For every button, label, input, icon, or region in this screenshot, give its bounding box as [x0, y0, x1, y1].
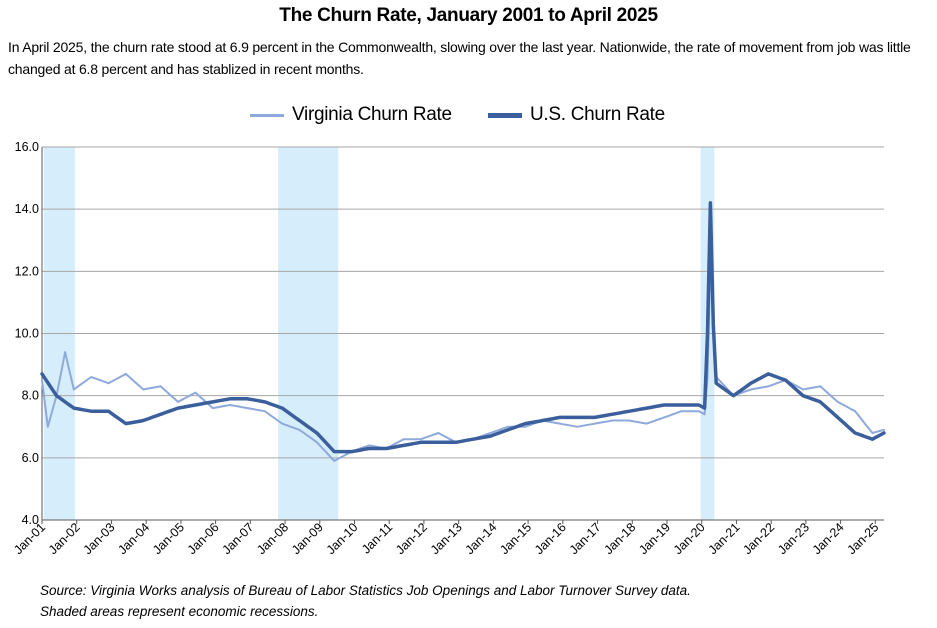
series-line-0 [41, 261, 885, 462]
x-tick-label-2: Jan-03 [81, 520, 118, 557]
chart-subtitle: In April 2025, the churn rate stood at 6… [8, 39, 911, 77]
x-tick-label-10: Jan-11 [359, 520, 395, 556]
x-tick-label-21: Jan-22 [740, 520, 777, 557]
chart-title: The Churn Rate, January 2001 to April 20… [279, 5, 658, 26]
y-tick-label-1: 6.0 [22, 451, 39, 465]
legend-line-us [488, 112, 522, 118]
x-tick-label-3: Jan-04 [115, 520, 152, 557]
chart-footer: Source: Virginia Works analysis of Burea… [40, 580, 691, 622]
x-tick-label-1: Jan-02 [46, 520, 83, 557]
y-tick-label-0: 4.0 [22, 513, 39, 527]
x-tick-label-14: Jan-15 [497, 520, 534, 557]
x-tick-label-11: Jan-12 [393, 520, 430, 557]
source-note: Source: Virginia Works analysis of Burea… [40, 583, 691, 598]
x-tick-label-9: Jan-10 [324, 520, 361, 557]
x-tick-label-16: Jan-17 [567, 520, 604, 557]
y-tick-label-2: 8.0 [22, 389, 39, 403]
x-tick-label-8: Jan-09 [289, 520, 326, 557]
chart-legend: Virginia Churn Rate U.S. Churn Rate [0, 100, 937, 130]
x-tick-label-24: Jan-25 [845, 520, 882, 557]
x-tick-label-15: Jan-16 [532, 520, 569, 557]
x-tick-label-18: Jan-19 [636, 520, 673, 557]
legend-label-virginia: Virginia Churn Rate [292, 104, 452, 125]
y-tick-label-3: 10.0 [15, 327, 39, 341]
legend-item-virginia: Virginia Churn Rate [250, 100, 452, 130]
legend-item-us: U.S. Churn Rate [488, 100, 665, 130]
x-tick-label-23: Jan-24 [810, 520, 847, 557]
y-tick-label-4: 12.0 [15, 264, 39, 278]
x-tick-label-13: Jan-14 [463, 520, 500, 557]
x-tick-label-19: Jan-20 [671, 520, 708, 557]
y-tick-label-6: 16.0 [15, 140, 39, 154]
y-tick-label-5: 14.0 [15, 202, 39, 216]
x-tick-label-22: Jan-23 [775, 520, 812, 557]
x-tick-label-4: Jan-05 [150, 520, 187, 557]
x-tick-label-6: Jan-07 [220, 520, 257, 557]
x-tick-label-20: Jan-21 [706, 520, 743, 557]
x-tick-label-5: Jan-06 [185, 520, 222, 557]
x-tick-label-17: Jan-18 [601, 520, 638, 557]
series-line-1 [40, 201, 886, 454]
legend-label-us: U.S. Churn Rate [530, 104, 665, 125]
x-tick-label-7: Jan-08 [254, 520, 291, 557]
legend-line-virginia [250, 113, 284, 117]
x-tick-label-12: Jan-13 [428, 520, 465, 557]
recession-note: Shaded areas represent economic recessio… [40, 604, 319, 619]
